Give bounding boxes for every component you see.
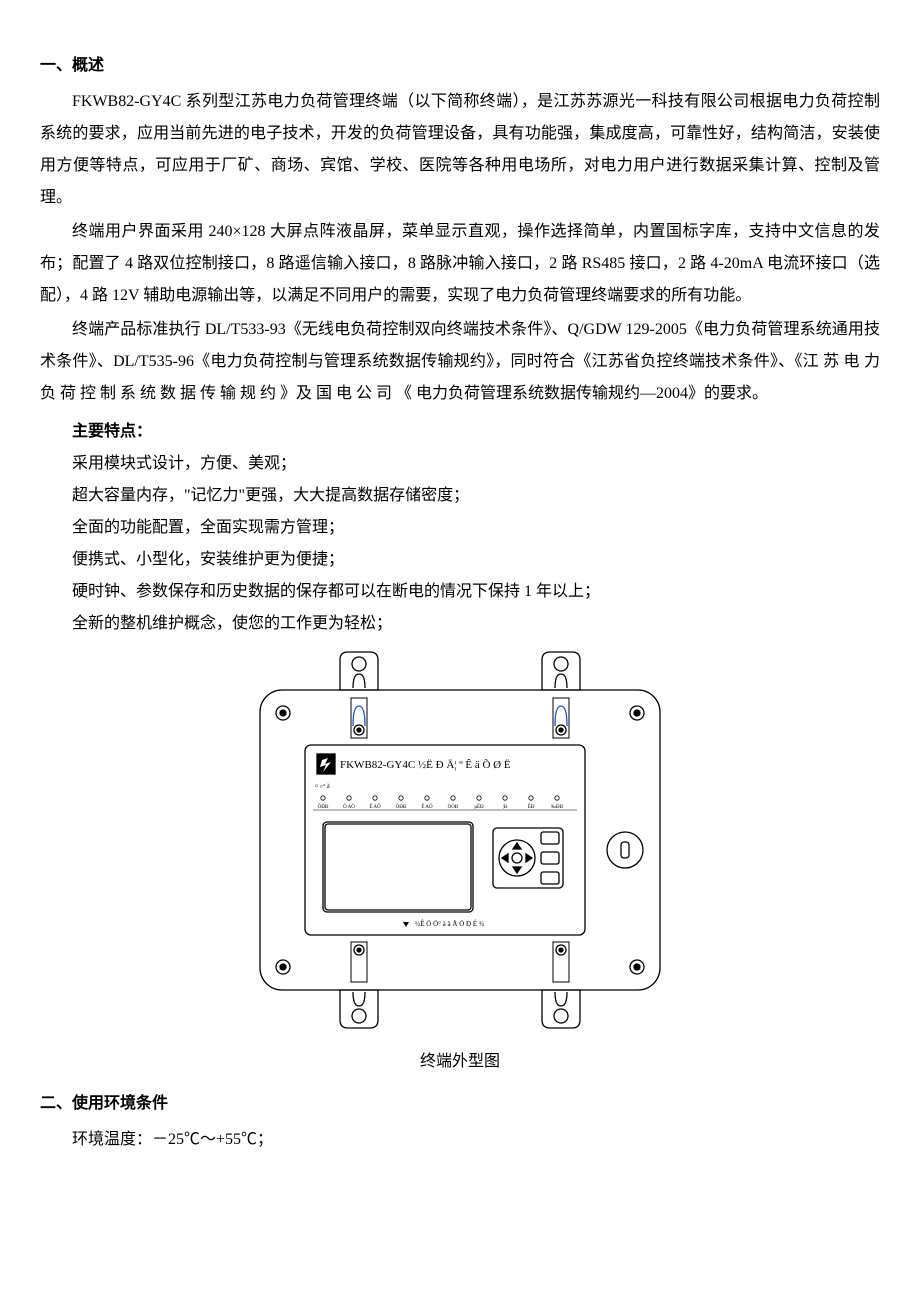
led-indicator-icon bbox=[503, 796, 507, 800]
arrow-left-icon bbox=[502, 854, 508, 862]
led-label: ÖÐÐ bbox=[396, 804, 407, 810]
keypad-button bbox=[541, 852, 559, 864]
arrow-right-icon bbox=[526, 854, 532, 862]
led-label: Ê AÖ bbox=[421, 804, 433, 810]
section1-para3: 终端产品标准执行 DL/T533-93《无线电负荷控制双向终端技术条件》、Q/G… bbox=[40, 314, 880, 410]
figure-caption: 终端外型图 bbox=[40, 1046, 880, 1078]
env-temperature: 环境温度：－25℃～+55℃； bbox=[40, 1124, 880, 1156]
led-label: Ê AÖ bbox=[369, 804, 381, 810]
brand-text: ¤ ○° ă bbox=[315, 783, 330, 790]
corner-screw-icon bbox=[276, 706, 290, 720]
feature-item: 全面的功能配置，全面实现需方管理； bbox=[40, 512, 880, 544]
keypad-button bbox=[541, 832, 559, 844]
device-diagram-svg: FKWB82-GY4C ½Ë Ð Ä¦ º Ê ä Õ Ø Ë ¤ ○° ă Ö… bbox=[245, 650, 675, 1030]
keypad-button bbox=[541, 872, 559, 884]
keypad bbox=[493, 828, 563, 888]
section1-para2: 终端用户界面采用 240×128 大屏点阵液晶屏，菜单显示直观，操作选择简单，内… bbox=[40, 216, 880, 312]
side-lock-icon bbox=[607, 832, 643, 868]
led-indicator-icon bbox=[347, 796, 351, 800]
led-indicator-icon bbox=[399, 796, 403, 800]
led-indicator-icon bbox=[555, 796, 559, 800]
led-label: ¦Ð bbox=[503, 805, 508, 810]
feature-item: 硬时钟、参数保存和历史数据的保存都可以在断电的情况下保持 1 年以上； bbox=[40, 576, 880, 608]
section2-heading: 二、使用环境条件 bbox=[40, 1088, 880, 1120]
led-label: Ö AÖ bbox=[343, 804, 355, 810]
corner-screw-icon bbox=[630, 706, 644, 720]
corner-screw-icon bbox=[276, 960, 290, 974]
led-label: ÊÐ bbox=[528, 804, 535, 810]
led-indicator-icon bbox=[477, 796, 481, 800]
device-body bbox=[260, 690, 660, 990]
mount-tab-top-right-icon bbox=[542, 652, 580, 690]
mount-tab-top-left-icon bbox=[340, 652, 378, 690]
feature-item: 便携式、小型化，安装维护更为便捷； bbox=[40, 544, 880, 576]
arrow-up-icon bbox=[513, 843, 521, 849]
lcd-screen bbox=[323, 822, 473, 912]
device-figure: FKWB82-GY4C ½Ë Ð Ä¦ º Ê ä Õ Ø Ë ¤ ○° ă Ö… bbox=[40, 650, 880, 1078]
alignment-mark-icon bbox=[351, 698, 367, 738]
led-indicator-icon bbox=[529, 796, 533, 800]
alignment-mark-icon bbox=[553, 698, 569, 738]
led-indicator-icon bbox=[321, 796, 325, 800]
features-title: 主要特点： bbox=[40, 416, 880, 448]
mount-tab-bottom-left-icon bbox=[340, 990, 378, 1028]
alignment-mark-icon bbox=[553, 942, 569, 982]
led-indicator-icon bbox=[425, 796, 429, 800]
device-model-label: FKWB82-GY4C ½Ë Ð Ä¦ º Ê ä Õ Ø Ë bbox=[340, 759, 511, 771]
led-label: ÖÖÐ bbox=[448, 804, 459, 810]
arrow-down-icon bbox=[513, 867, 521, 873]
section1-para1: FKWB82-GY4C 系列型江苏电力负荷管理终端（以下简称终端），是江苏苏源光… bbox=[40, 86, 880, 214]
corner-screw-icon bbox=[630, 960, 644, 974]
front-panel bbox=[305, 745, 585, 935]
feature-item: 采用模块式设计，方便、美观； bbox=[40, 448, 880, 480]
led-label: μÉÐ bbox=[474, 804, 484, 810]
led-indicator-row: ÖÐÐ Ö AÖ Ê AÖ ÖÐÐ Ê AÖ ÖÖÐ μÉÐ ¦Ð ÊÐ ‰ÐÐ bbox=[318, 796, 564, 810]
feature-item: 全新的整机维护概念，使您的工作更为轻松； bbox=[40, 608, 880, 640]
section1-heading: 一、概述 bbox=[40, 50, 880, 82]
panel-bottom-text: ½Ê Ö Ö° à ä Å Ö Ð É ¾ bbox=[415, 920, 484, 928]
alignment-mark-icon bbox=[351, 942, 367, 982]
led-indicator-icon bbox=[373, 796, 377, 800]
led-indicator-icon bbox=[451, 796, 455, 800]
mount-tab-bottom-right-icon bbox=[542, 990, 580, 1028]
led-label: ÖÐÐ bbox=[318, 804, 329, 810]
led-label: ‰ÐÐ bbox=[551, 805, 564, 810]
feature-item: 超大容量内存，"记忆力"更强，大大提高数据存储密度； bbox=[40, 480, 880, 512]
